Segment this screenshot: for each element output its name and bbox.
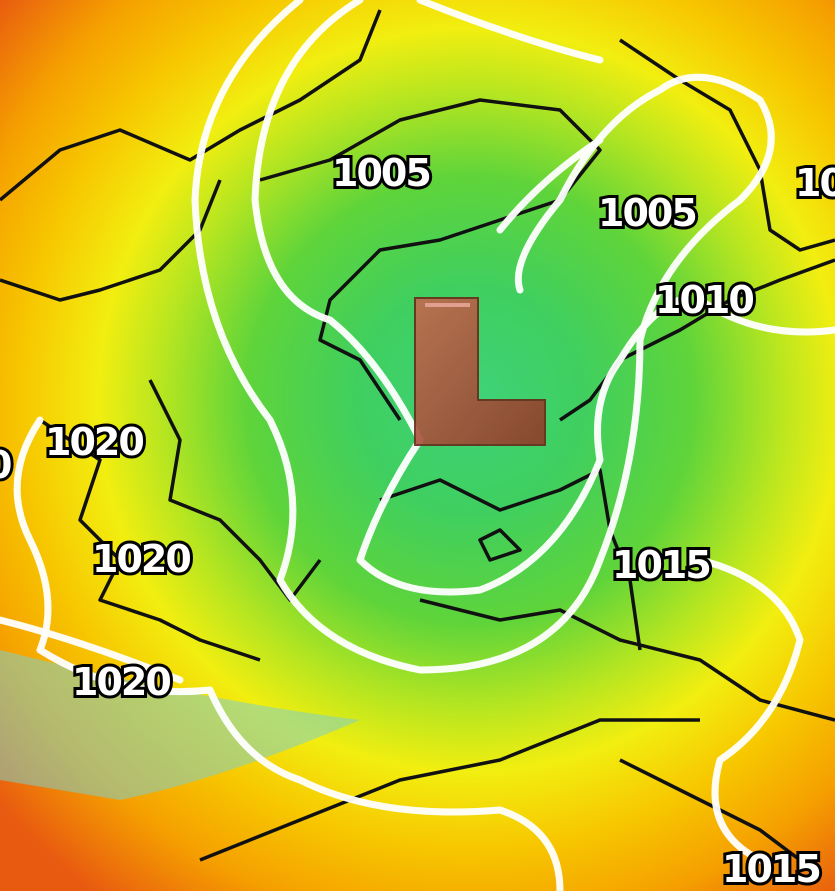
isobar-label: 1015 <box>722 847 820 891</box>
isobar-label: 1020 <box>72 660 170 704</box>
isobar-label: 1005 <box>598 191 696 235</box>
isobar-label: 1010 <box>655 278 753 322</box>
isobar-label: 1005 <box>332 151 430 195</box>
isobar-label: 10 <box>795 161 835 205</box>
isobar-label: 1015 <box>612 543 710 587</box>
cold-front-band <box>0 650 360 800</box>
low-pressure-symbol: L <box>414 297 546 446</box>
isobar-label: 0 <box>0 443 11 487</box>
isobar-label: 1020 <box>92 537 190 581</box>
isobar-label: 1020 <box>45 420 143 464</box>
